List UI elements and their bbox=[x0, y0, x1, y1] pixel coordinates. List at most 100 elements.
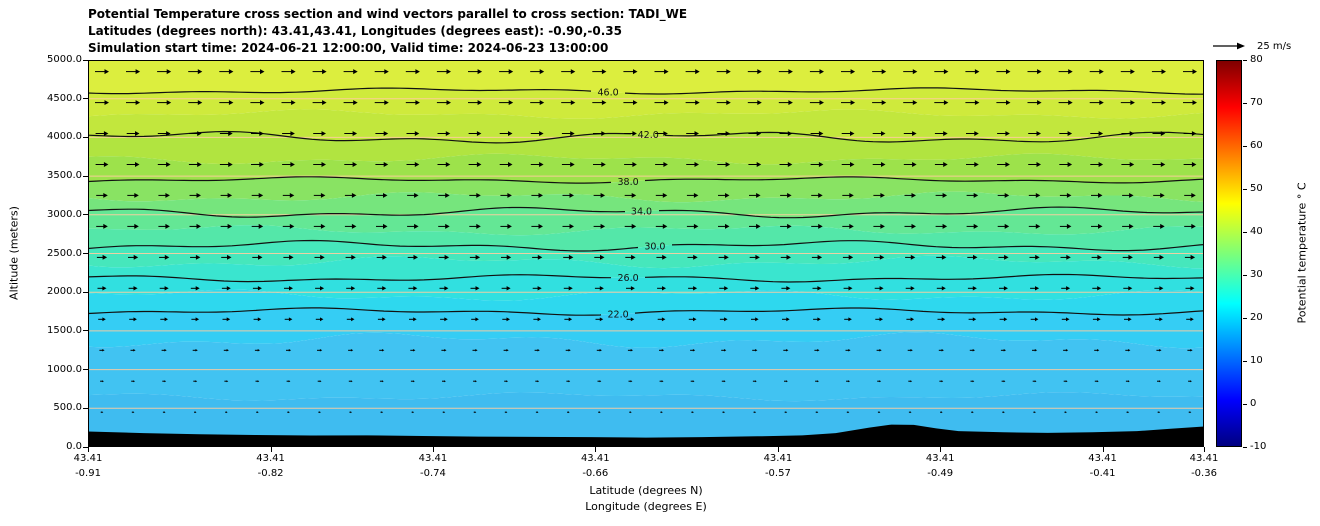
wind-arrow-head bbox=[1097, 254, 1102, 260]
wind-arrow-head bbox=[382, 286, 387, 291]
wind-arrow-head bbox=[881, 69, 887, 75]
y-tick-label: 4500.0 bbox=[47, 92, 82, 104]
wind-arrow-head bbox=[228, 162, 233, 167]
x-tick-latitude: 43.41 bbox=[418, 453, 448, 464]
wind-arrow-head bbox=[817, 254, 823, 260]
x-tick-latitude: 43.41 bbox=[1088, 453, 1117, 464]
y-tick-label: 500.0 bbox=[53, 402, 82, 414]
wind-arrow-head bbox=[322, 100, 327, 105]
wind-arrow-head bbox=[568, 380, 571, 383]
wind-arrow-head bbox=[539, 69, 545, 75]
theta-band bbox=[88, 274, 1204, 301]
terrain bbox=[88, 424, 1204, 447]
contour-line bbox=[88, 206, 625, 218]
wind-arrow-head bbox=[909, 411, 912, 414]
wind-arrow-head bbox=[413, 317, 417, 322]
wind-arrow-head bbox=[848, 349, 851, 352]
wind-arrow-head bbox=[694, 131, 699, 136]
wind-arrow-head bbox=[226, 349, 229, 352]
wind-arrow-head bbox=[321, 162, 326, 167]
wind-arrow-head bbox=[228, 69, 234, 75]
wind-arrow-head bbox=[1005, 162, 1010, 167]
wind-arrow-head bbox=[1128, 380, 1130, 383]
wind-arrow-head bbox=[942, 193, 948, 198]
wind-arrow-head bbox=[757, 100, 762, 105]
wind-arrow-head bbox=[1067, 162, 1073, 167]
wind-arrow-head bbox=[973, 254, 978, 260]
wind-arrow-head bbox=[631, 193, 637, 198]
wind-arrow-head bbox=[132, 411, 135, 414]
wind-arrow-head bbox=[912, 162, 917, 167]
colorbar-tick-mark bbox=[1243, 274, 1247, 276]
wind-arrow-head bbox=[135, 69, 141, 75]
wind-arrow-head bbox=[849, 223, 854, 229]
wind-arrow-head bbox=[475, 317, 479, 322]
wind-arrow-head bbox=[664, 69, 669, 75]
wind-arrow-head bbox=[166, 162, 171, 167]
wind-arrow-head bbox=[816, 411, 819, 414]
wind-arrow-head bbox=[941, 286, 946, 291]
wind-arrow-head bbox=[1128, 254, 1133, 260]
wind-arrow-head bbox=[351, 254, 356, 260]
wind-arrow-head bbox=[1004, 193, 1010, 198]
x-tick-longitude: -0.66 bbox=[582, 468, 609, 479]
wind-arrow-head bbox=[599, 380, 602, 383]
wind-arrow-head bbox=[445, 131, 451, 136]
wind-arrow-head bbox=[103, 131, 109, 136]
wind-arrow-head bbox=[320, 286, 325, 291]
wind-arrow-head bbox=[941, 411, 943, 414]
wind-arrow-head bbox=[1128, 349, 1131, 352]
wind-arrow-head bbox=[1099, 69, 1104, 75]
wind-arrow-head bbox=[756, 162, 762, 167]
wind-arrow-head bbox=[226, 317, 231, 322]
wind-arrow-head bbox=[599, 317, 604, 322]
wind-arrow-head bbox=[1159, 380, 1161, 383]
wind-key-label: 25 m/s bbox=[1257, 40, 1292, 52]
contour-line bbox=[624, 87, 1204, 95]
wind-arrow-head bbox=[133, 286, 138, 291]
wind-arrow-head bbox=[227, 254, 232, 260]
wind-arrow-head bbox=[538, 193, 543, 198]
wind-arrow-head bbox=[351, 317, 355, 322]
wind-arrow-head bbox=[879, 254, 885, 260]
wind-arrow-head bbox=[195, 349, 198, 352]
wind-arrow-head bbox=[974, 69, 980, 75]
wind-arrow-head bbox=[1098, 193, 1103, 198]
wind-arrow-head bbox=[415, 69, 420, 75]
wind-arrow-head bbox=[943, 162, 948, 167]
wind-arrow-head bbox=[941, 254, 947, 260]
wind-arrow-head bbox=[1097, 286, 1102, 291]
wind-arrow-head bbox=[383, 131, 389, 136]
wind-arrow-head bbox=[319, 411, 321, 414]
wind-arrow-head bbox=[1160, 193, 1165, 198]
wind-arrow-head bbox=[226, 380, 229, 383]
wind-arrow-head bbox=[1034, 349, 1038, 352]
wind-arrow-head bbox=[133, 317, 137, 322]
plot-frame bbox=[88, 60, 1204, 447]
wind-arrow-head bbox=[135, 100, 141, 105]
wind-arrow-head bbox=[630, 317, 635, 322]
wind-arrow-head bbox=[755, 317, 759, 322]
wind-arrow-head bbox=[508, 162, 513, 167]
contour-label: 42.0 bbox=[638, 130, 659, 141]
wind-arrow-head bbox=[353, 69, 358, 75]
colorbar bbox=[1216, 60, 1242, 447]
wind-arrow-head bbox=[288, 411, 290, 414]
wind-arrow-head bbox=[847, 411, 850, 414]
wind-arrow-head bbox=[508, 131, 513, 136]
wind-arrow-head bbox=[725, 223, 730, 229]
contour-line bbox=[88, 307, 602, 316]
wind-arrow-head bbox=[600, 193, 606, 198]
wind-arrow-head bbox=[412, 411, 415, 414]
wind-arrow-head bbox=[353, 100, 358, 105]
wind-arrow-head bbox=[1035, 286, 1040, 291]
wind-arrow-head bbox=[726, 100, 731, 105]
wind-arrow-head bbox=[508, 100, 514, 105]
wind-arrow-head bbox=[351, 223, 357, 229]
wind-arrow-head bbox=[724, 349, 727, 352]
wind-arrow-head bbox=[754, 411, 757, 414]
colorbar-tick-label: 30 bbox=[1250, 269, 1263, 280]
wind-arrow-head bbox=[135, 162, 140, 167]
y-axis-label: Altitude (meters) bbox=[7, 206, 21, 300]
wind-arrow-head bbox=[630, 286, 635, 291]
